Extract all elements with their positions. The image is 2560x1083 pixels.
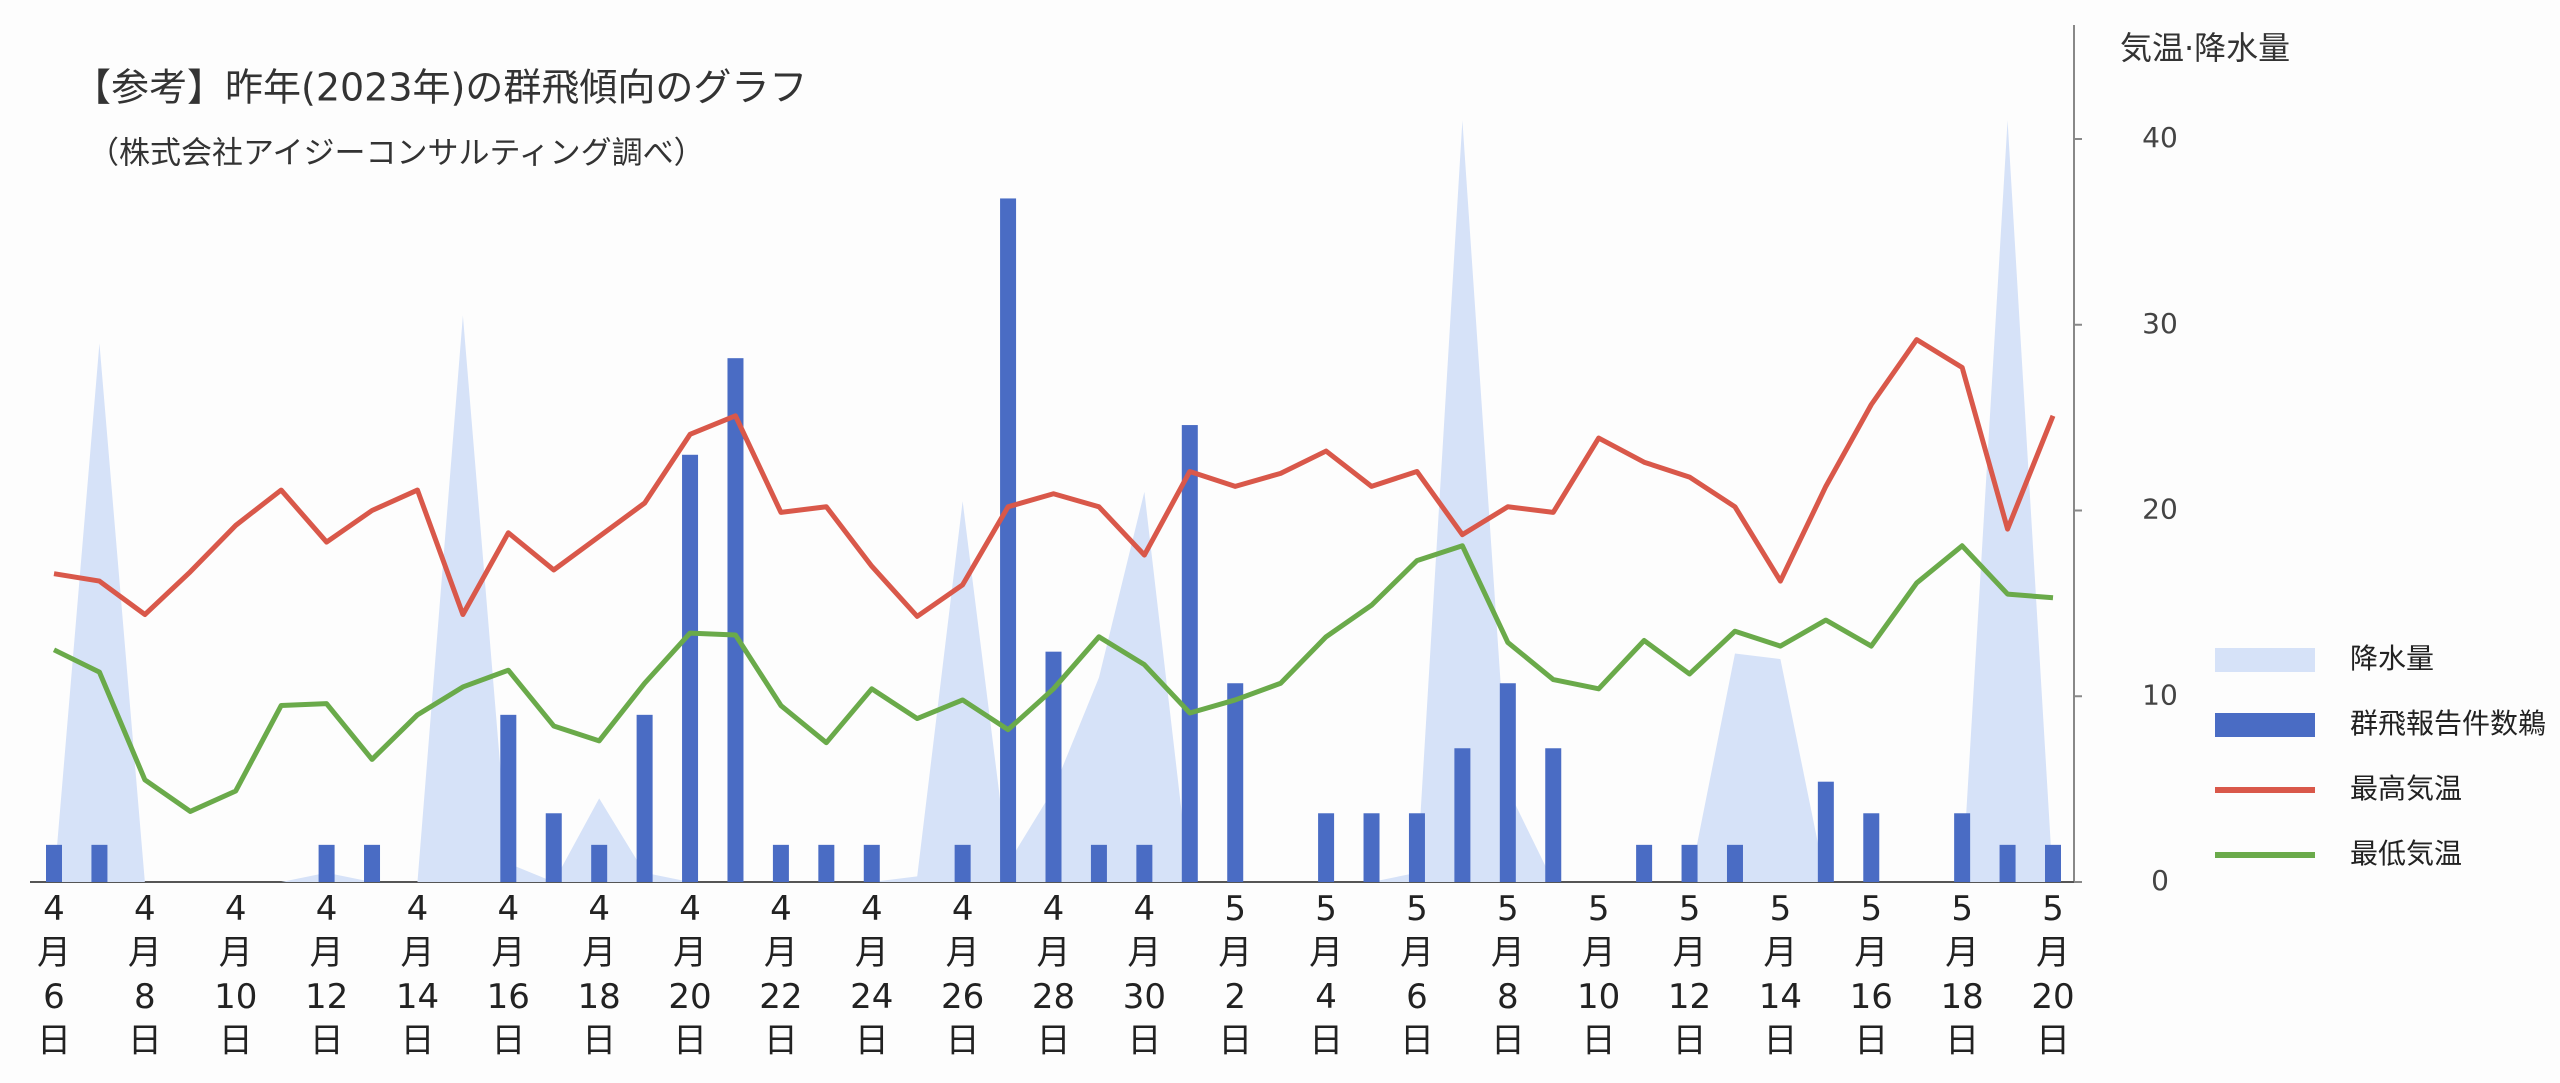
bar — [1954, 813, 1971, 882]
bar — [1318, 813, 1335, 882]
bar — [1817, 781, 1834, 882]
bar — [818, 844, 835, 882]
chart-title: 【参考】昨年(2023年)の群飛傾向のグラフ — [73, 66, 807, 110]
bar — [1408, 813, 1425, 882]
legend-label: 最低気温 — [2350, 837, 2462, 870]
bar — [772, 844, 789, 882]
bar — [1090, 844, 1107, 882]
y-tick-label: 40 — [2142, 121, 2178, 154]
bar — [500, 714, 517, 882]
x-tick-label: 4 月 18 日 — [578, 889, 621, 1061]
x-tick-label: 5 月 14 日 — [1759, 889, 1802, 1061]
y-tick-label: 10 — [2142, 678, 2178, 711]
y-axis-label: 気温·降水量 — [2120, 29, 2290, 67]
bar — [1681, 844, 1698, 882]
bar — [863, 844, 880, 882]
bar — [1726, 844, 1743, 882]
x-tick-label: 5 月 18 日 — [1941, 889, 1984, 1061]
legend-label: 最高気温 — [2350, 772, 2462, 805]
legend-label: 群飛報告件数鵜 — [2350, 707, 2546, 740]
chart-subtitle: （株式会社アイジーコンサルティング調べ） — [88, 136, 705, 172]
bar — [1499, 683, 1516, 882]
bar — [2045, 844, 2061, 882]
bar — [1136, 844, 1153, 882]
bar — [954, 844, 971, 882]
y-tick-label: 30 — [2142, 307, 2178, 340]
x-tick-label: 5 月 12 日 — [1668, 889, 1711, 1061]
x-tick-label: 4 月 20 日 — [668, 889, 711, 1061]
legend-swatch — [2215, 648, 2315, 672]
legend-swatch — [2215, 713, 2315, 737]
bar — [1181, 425, 1198, 882]
x-tick-label: 4 月 26 日 — [941, 889, 984, 1061]
x-tick-label: 5 月 20 日 — [2031, 889, 2074, 1061]
bar — [636, 714, 653, 882]
x-tick-label: 4 月 16 日 — [487, 889, 530, 1061]
bar — [727, 358, 744, 882]
precipitation-area — [54, 120, 2053, 883]
bar — [91, 844, 108, 882]
line — [53, 337, 2056, 619]
bar — [1863, 813, 1880, 882]
bar — [545, 813, 562, 882]
bar — [682, 454, 699, 882]
bar — [1545, 748, 1562, 882]
bar — [1363, 813, 1380, 882]
x-tick-label: 4 月 24 日 — [850, 889, 893, 1061]
bar — [1999, 844, 2016, 882]
legend-label: 降水量 — [2350, 642, 2434, 675]
bar — [591, 844, 608, 882]
x-tick-label: 5 月 16 日 — [1850, 889, 1893, 1061]
y-tick-label: 0 — [2151, 864, 2169, 897]
x-tick-label: 4 月 22 日 — [759, 889, 802, 1061]
x-tick-label: 4 月 14 日 — [396, 889, 439, 1061]
bar — [1000, 198, 1017, 882]
bar — [1636, 844, 1653, 882]
bar — [1454, 748, 1471, 882]
x-tick-label: 5 月 10 日 — [1577, 889, 1620, 1061]
x-tick-label: 4 月 30 日 — [1123, 889, 1166, 1061]
bar — [1227, 683, 1244, 882]
x-tick-label: 4 月 12 日 — [305, 889, 348, 1061]
line — [52, 543, 2054, 814]
x-tick-label: 4 月 10 日 — [214, 889, 257, 1061]
y-tick-label: 20 — [2142, 493, 2178, 526]
bar — [364, 844, 381, 882]
bar — [46, 844, 62, 882]
x-tick-label: 4 月 28 日 — [1032, 889, 1075, 1061]
bar — [1045, 651, 1062, 882]
bar — [318, 844, 335, 882]
